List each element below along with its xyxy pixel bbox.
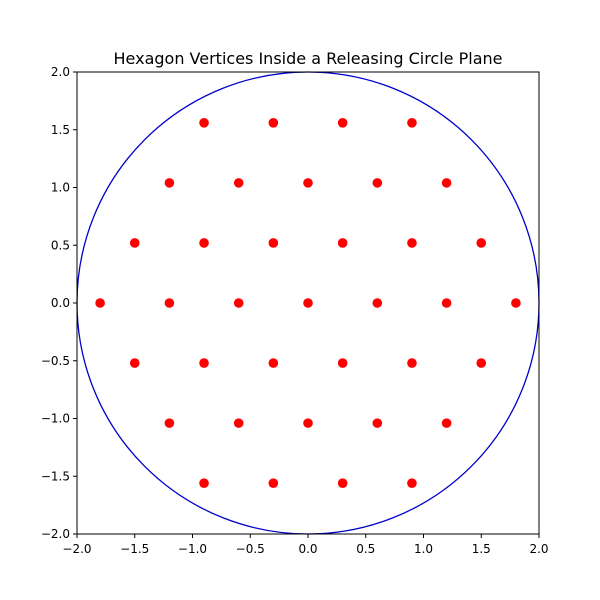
data-point xyxy=(199,238,209,248)
data-point xyxy=(164,178,175,188)
x-tick-label: 2.0 xyxy=(529,542,548,556)
data-point xyxy=(303,418,313,428)
data-point xyxy=(268,358,279,368)
data-point xyxy=(233,418,244,428)
axis-ticks: −2.0 −1.5 −1.0 −0.5 0.0 0.5 1.0 1.5 2.0 −2.0 −1.5 −… xyxy=(41,65,549,556)
y-tick-label: −1.0 xyxy=(41,412,70,426)
data-point xyxy=(407,358,417,368)
y-tick-label: 1.0 xyxy=(51,181,70,195)
data-point xyxy=(233,298,244,308)
chart-title: Hexagon Vertices Inside a Releasing Circ… xyxy=(114,49,503,68)
y-tick-label: 0.0 xyxy=(51,296,70,310)
y-tick-label: 2.0 xyxy=(51,65,70,79)
data-point xyxy=(199,478,209,488)
data-point xyxy=(268,118,279,128)
x-tick-label: 1.0 xyxy=(414,542,433,556)
x-tick-label: 0.0 xyxy=(298,542,317,556)
x-tick-label: −1.0 xyxy=(178,542,207,556)
data-point xyxy=(476,358,487,368)
data-point xyxy=(337,358,348,368)
y-tick-label: −2.0 xyxy=(41,527,70,541)
x-tick-label: −0.5 xyxy=(236,542,265,556)
data-point xyxy=(441,298,452,308)
data-point xyxy=(164,418,175,428)
data-point xyxy=(441,178,452,188)
data-point xyxy=(372,298,383,308)
data-point xyxy=(129,238,140,248)
data-point xyxy=(268,238,279,248)
data-point xyxy=(233,178,244,188)
data-point xyxy=(337,478,348,488)
data-point xyxy=(164,298,175,308)
data-points xyxy=(95,118,521,488)
data-point xyxy=(511,298,521,308)
data-point xyxy=(372,178,383,188)
x-tick-label: −1.5 xyxy=(120,542,149,556)
data-point xyxy=(268,478,279,488)
x-tick-label: 1.5 xyxy=(472,542,491,556)
y-tick-label: 1.5 xyxy=(51,123,70,137)
x-tick-label: −2.0 xyxy=(62,542,91,556)
y-tick-label: 0.5 xyxy=(51,238,70,252)
data-point xyxy=(407,118,417,128)
y-tick-label: −1.5 xyxy=(41,469,70,483)
data-point xyxy=(199,118,209,128)
data-point xyxy=(441,418,452,428)
data-point xyxy=(129,358,140,368)
data-point xyxy=(303,178,313,188)
data-point xyxy=(337,238,348,248)
data-point xyxy=(95,298,105,308)
data-point xyxy=(372,418,383,428)
data-point xyxy=(407,238,417,248)
data-point xyxy=(303,298,313,308)
data-point xyxy=(407,478,417,488)
data-point xyxy=(476,238,487,248)
data-point xyxy=(199,358,209,368)
y-tick-label: −0.5 xyxy=(41,354,70,368)
data-point xyxy=(337,118,348,128)
x-tick-label: 0.5 xyxy=(356,542,375,556)
